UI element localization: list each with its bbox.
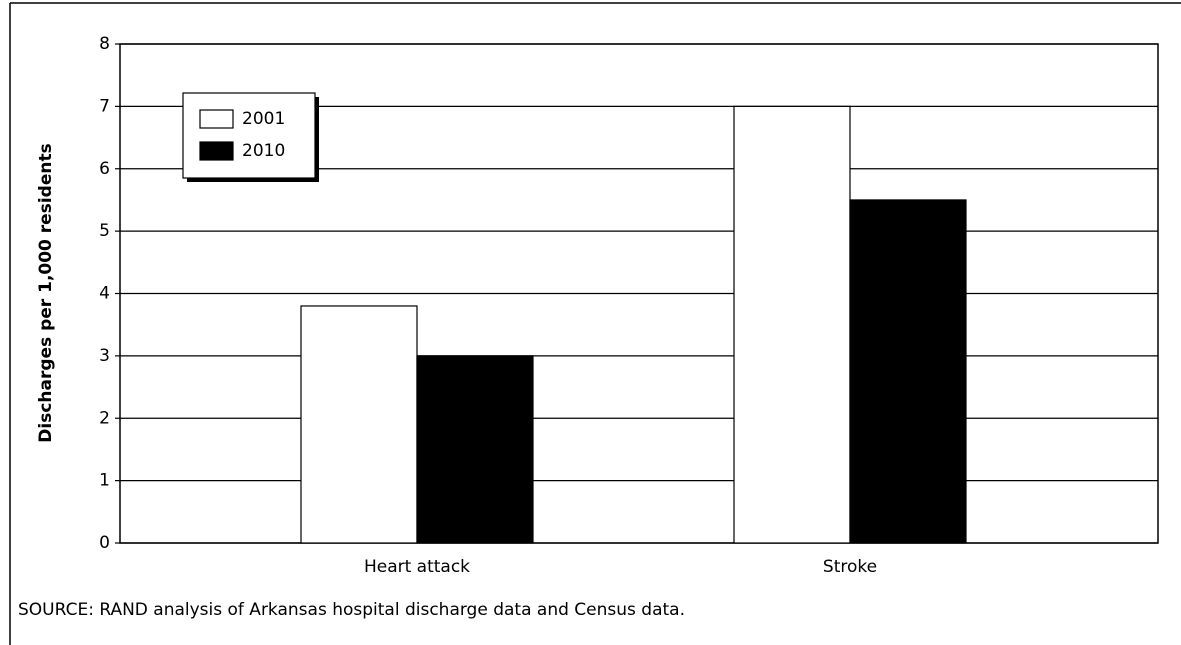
y-tick-label: 7	[99, 96, 110, 116]
y-tick-label: 1	[99, 471, 110, 491]
legend-swatch	[199, 109, 234, 129]
x-tick-label: Heart attack	[364, 557, 470, 577]
y-tick-label: 4	[99, 284, 110, 304]
y-tick-label: 0	[99, 533, 110, 553]
y-axis-label: Discharges per 1,000 residents	[36, 143, 56, 442]
bar	[300, 305, 418, 544]
legend-label: 2001	[242, 109, 285, 129]
legend-label: 2010	[242, 141, 285, 161]
y-tick-label: 3	[99, 346, 110, 366]
bar	[416, 355, 534, 544]
y-tick-label: 8	[99, 34, 110, 54]
plot-frame	[119, 43, 1159, 544]
x-tick-label: Stroke	[823, 557, 877, 577]
source: SOURCE: RAND analysis of Arkansas hospit…	[18, 600, 685, 620]
legend-swatch	[199, 141, 234, 161]
y-tick-label: 5	[99, 221, 110, 241]
bar	[733, 105, 851, 544]
y-tick-label: 2	[99, 408, 110, 428]
y-tick-label: 6	[99, 159, 110, 179]
bar	[849, 199, 967, 544]
legend-box	[182, 92, 316, 179]
